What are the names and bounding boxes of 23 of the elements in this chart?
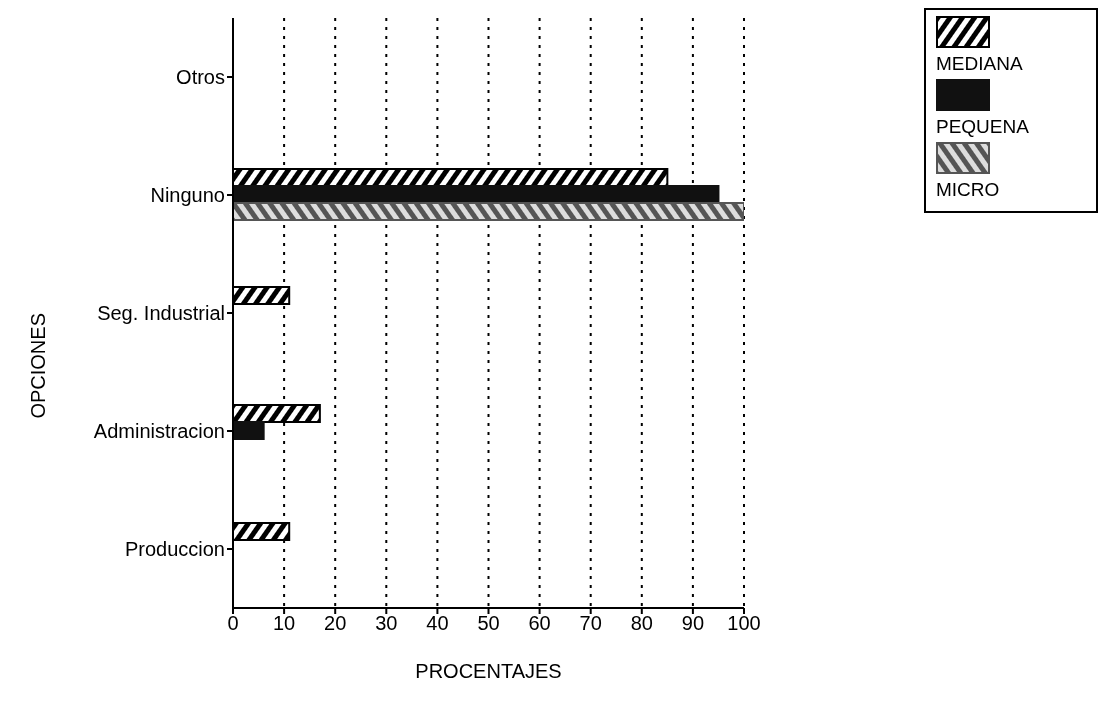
x-tick-label: 60: [528, 612, 551, 635]
y-tick-label: Produccion: [124, 538, 225, 561]
y-tick-label: Ninguno: [150, 184, 225, 207]
x-tick-label: 10: [272, 612, 296, 635]
legend-label: PEQUENA: [936, 116, 1030, 138]
x-tick-label: 0: [227, 612, 239, 635]
x-tick-label: 80: [630, 612, 653, 635]
x-tick-label: 90: [681, 612, 705, 635]
legend-label: MEDIANA: [936, 53, 1024, 75]
x-tick-label: 70: [579, 612, 602, 635]
legend-label: MICRO: [936, 179, 1001, 201]
x-axis-title: PROCENTAJES: [415, 660, 562, 682]
x-tick-label: 50: [477, 612, 500, 635]
y-tick-label: Seg. Industrial: [97, 302, 225, 325]
y-tick-label: Administracion: [93, 420, 225, 443]
x-tick-label: 20: [324, 612, 347, 635]
bar: [233, 421, 265, 441]
x-tick-label: 100: [727, 612, 761, 635]
x-tick-label: 30: [375, 612, 398, 635]
x-tick-label: 40: [426, 612, 449, 635]
bar: [233, 202, 744, 222]
y-tick-label: Otros: [176, 66, 225, 89]
y-axis-title: OPCIONES: [27, 313, 50, 419]
